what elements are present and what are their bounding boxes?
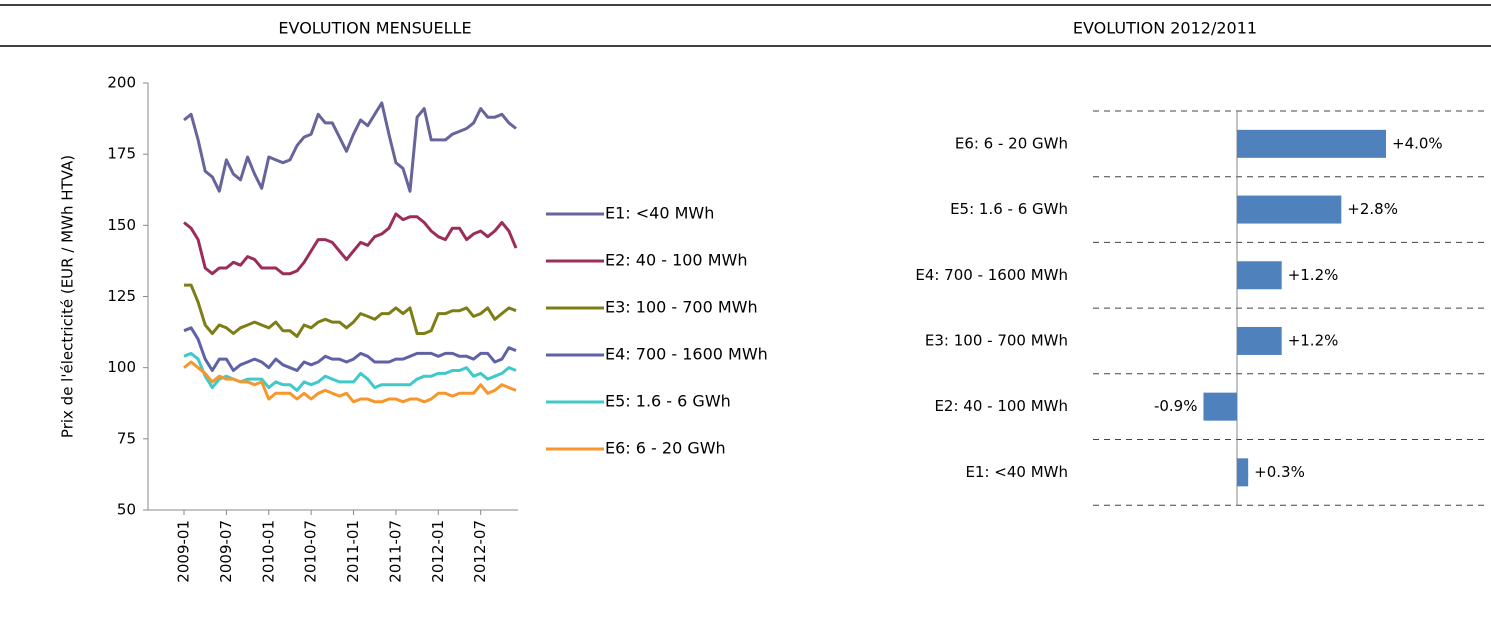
y-axis-label: Prix de l'électricité (EUR / MWh HTVA) (59, 155, 77, 438)
legend-label: E5: 1.6 - 6 GWh (605, 392, 731, 411)
category-label: E5: 1.6 - 6 GWh (950, 200, 1068, 218)
legend-label: E2: 40 - 100 MWh (605, 251, 747, 270)
series-line (183, 326, 517, 372)
bar (1237, 129, 1386, 158)
category-label: E4: 700 - 1600 MWh (915, 266, 1068, 284)
x-tick-label: 2009-01 (175, 520, 193, 583)
series-line (183, 360, 517, 404)
x-tick-label: 2010-07 (302, 520, 320, 583)
y-tick-label: 125 (107, 287, 136, 305)
y-tick-label: 150 (107, 216, 136, 234)
legend-label: E1: <40 MWh (605, 204, 714, 223)
y-tick-label: 100 (107, 358, 136, 376)
bar (1237, 458, 1249, 487)
bar (1237, 261, 1282, 290)
value-label: +1.2% (1288, 331, 1339, 349)
bar (1237, 195, 1342, 224)
x-tick-label: 2010-01 (259, 520, 277, 583)
legend-label: E4: 700 - 1600 MWh (605, 345, 768, 364)
x-tick-label: 2012-01 (429, 520, 447, 583)
y-tick-label: 175 (107, 145, 136, 163)
legend-label: E3: 100 - 700 MWh (605, 298, 758, 317)
category-label: E3: 100 - 700 MWh (925, 331, 1068, 349)
legend-label: E6: 6 - 20 GWh (605, 439, 726, 458)
category-label: E1: <40 MWh (965, 463, 1068, 481)
value-label: +0.3% (1254, 463, 1305, 481)
bar (1203, 392, 1237, 421)
value-label: -0.9% (1154, 397, 1198, 415)
x-tick-label: 2012-07 (471, 520, 489, 583)
value-label: +2.8% (1347, 200, 1398, 218)
value-label: +4.0% (1392, 134, 1443, 152)
x-tick-label: 2009-07 (217, 520, 235, 583)
category-label: E6: 6 - 20 GWh (955, 134, 1068, 152)
section-title: EVOLUTION MENSUELLE (278, 19, 471, 38)
series-line (183, 101, 517, 193)
section-title: EVOLUTION 2012/2011 (1073, 19, 1257, 38)
value-label: +1.2% (1288, 266, 1339, 284)
series-line (183, 212, 518, 276)
series-line (184, 283, 517, 338)
category-label: E2: 40 - 100 MWh (934, 397, 1068, 415)
x-tick-label: 2011-07 (386, 520, 404, 583)
y-tick-label: 50 (117, 501, 136, 519)
bar (1237, 326, 1282, 355)
y-tick-label: 75 (117, 429, 136, 447)
x-tick-label: 2011-01 (344, 520, 362, 583)
y-tick-label: 200 (107, 74, 136, 92)
